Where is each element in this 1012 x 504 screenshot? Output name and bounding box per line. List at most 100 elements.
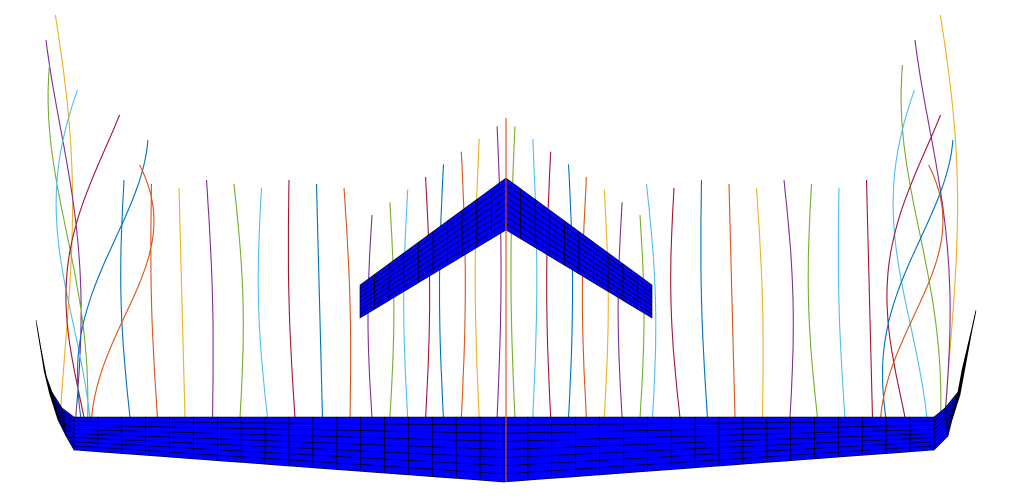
aft-panel — [193, 421, 218, 429]
streamline — [150, 183, 159, 419]
aft-panel — [551, 446, 577, 456]
aft-panel — [479, 448, 505, 458]
aft-panel — [551, 431, 577, 441]
aft-panel — [599, 465, 624, 476]
streamline — [510, 126, 516, 419]
aft-panel — [670, 429, 696, 438]
aft-panel — [431, 446, 457, 456]
aft-panel — [503, 416, 529, 426]
streamline — [581, 176, 587, 419]
streamline — [532, 138, 538, 419]
streamline — [76, 139, 149, 421]
aft-panel — [193, 416, 218, 423]
aft-panel — [790, 416, 815, 423]
aft-panel — [240, 422, 266, 430]
aft-panel — [551, 439, 577, 449]
aft-panel — [742, 416, 768, 424]
aft-panel — [718, 428, 744, 436]
aft-wing-panel-mesh — [35, 309, 977, 483]
aft-panel — [408, 445, 433, 455]
aft-panel — [455, 432, 481, 442]
aft-panel — [623, 464, 648, 474]
streamline — [546, 151, 552, 419]
streamline — [55, 89, 91, 421]
aft-panel — [527, 416, 553, 426]
streamline — [939, 14, 959, 421]
aft-panel — [527, 447, 553, 457]
aft-panel — [551, 468, 577, 479]
aft-panel — [384, 430, 409, 440]
aft-panel — [336, 462, 362, 472]
streamline — [233, 183, 244, 419]
aft-panel — [479, 440, 505, 450]
aft-panel — [455, 416, 481, 426]
aft-panel — [431, 468, 457, 479]
aft-panel — [479, 471, 505, 483]
aft-panel — [312, 422, 338, 431]
aft-panel — [455, 447, 481, 457]
aft-panel — [503, 440, 529, 450]
aft-panel — [742, 422, 768, 430]
aft-panel — [527, 470, 553, 481]
aft-panel — [623, 423, 648, 432]
aft-panel — [288, 428, 314, 437]
streamline — [900, 64, 942, 421]
aft-panel — [718, 422, 744, 430]
aft-panel — [575, 431, 600, 440]
aft-panel — [766, 427, 792, 435]
aft-panel — [503, 424, 529, 434]
aft-panel — [670, 422, 696, 431]
aft-panel — [431, 416, 457, 426]
aft-panel — [623, 437, 648, 446]
aft-panel — [885, 416, 911, 422]
aft-panel — [121, 421, 146, 427]
aft-panel — [431, 439, 457, 449]
streamline — [728, 183, 736, 419]
aft-panel — [766, 422, 792, 429]
aft-panel — [861, 421, 887, 427]
streamline — [670, 187, 681, 419]
aft-panel — [838, 421, 863, 428]
aft-panel — [599, 416, 624, 425]
aft-panel — [479, 424, 505, 434]
streamline — [892, 89, 928, 421]
aft-panel — [360, 416, 385, 425]
aft-panel — [575, 445, 600, 455]
aft-panel — [169, 421, 194, 428]
aft-panel — [384, 416, 409, 425]
aft-panel — [312, 416, 338, 424]
fore-wing-panel-mesh — [359, 177, 653, 319]
aft-panel — [360, 423, 385, 432]
streamline — [837, 187, 846, 419]
aft-panel — [455, 470, 481, 481]
streamline — [90, 164, 155, 421]
aft-panel — [408, 467, 433, 478]
aft-panel — [217, 416, 242, 424]
streamline — [617, 202, 623, 419]
aft-panel — [599, 423, 624, 432]
streamline — [367, 214, 373, 419]
aft-panel — [790, 421, 815, 429]
aft-panel — [623, 430, 648, 439]
aft-panel — [646, 436, 672, 445]
aft-panel — [575, 467, 600, 478]
aft-panel — [646, 423, 672, 431]
aft-panel — [145, 416, 170, 423]
aft-panel — [360, 437, 385, 446]
aft-panel — [408, 416, 433, 425]
aft-panel — [814, 416, 839, 423]
aft-panel — [479, 416, 505, 426]
streamline — [287, 179, 296, 419]
aft-panel — [312, 435, 338, 444]
streamline — [315, 183, 324, 419]
streamline — [639, 214, 645, 419]
aft-panel — [694, 422, 720, 431]
streamline — [881, 139, 954, 421]
streamline — [54, 14, 74, 421]
streamline — [567, 164, 574, 419]
aft-panel — [814, 421, 839, 428]
aft-panel — [455, 439, 481, 449]
aft-panel — [455, 424, 481, 434]
streamline — [474, 138, 480, 419]
